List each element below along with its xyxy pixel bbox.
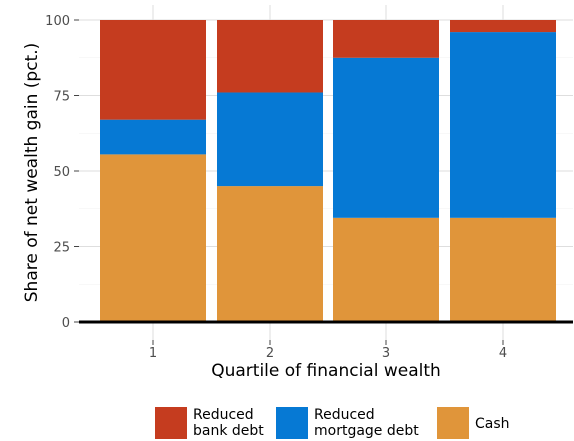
y-tick-label: 75 xyxy=(53,90,70,105)
bar-segment xyxy=(333,20,439,58)
y-tick-label: 50 xyxy=(53,165,70,180)
x-tick-label: 3 xyxy=(382,346,390,361)
bar-segment xyxy=(217,20,323,93)
legend-key xyxy=(276,407,308,439)
x-tick-label: 2 xyxy=(266,346,274,361)
y-tick-label: 100 xyxy=(45,14,70,29)
bar-segment xyxy=(450,20,556,33)
y-tick-label: 25 xyxy=(53,241,70,256)
legend-label: mortgage debt xyxy=(314,423,419,439)
bar-segment xyxy=(100,154,206,322)
bar-segment xyxy=(333,57,439,218)
y-tick-label: 0 xyxy=(62,316,70,331)
x-axis-title: Quartile of financial wealth xyxy=(211,361,441,381)
x-tick-label: 1 xyxy=(149,346,157,361)
bars xyxy=(100,20,556,322)
legend-key xyxy=(437,407,469,439)
legend-label: Cash xyxy=(475,416,510,432)
legend-label: Reduced xyxy=(193,407,254,423)
bar-segment xyxy=(450,217,556,322)
x-tick-label: 4 xyxy=(499,346,507,361)
legend-label: Reduced xyxy=(314,407,375,423)
bar-segment xyxy=(100,20,206,120)
y-axis-title: Share of net wealth gain (pct.) xyxy=(22,43,42,302)
y-axis-ticks: 0 25 50 75 100 xyxy=(45,14,79,331)
x-axis-ticks: 1 2 3 4 xyxy=(149,340,507,361)
legend-key xyxy=(155,407,187,439)
bar-segment xyxy=(217,186,323,322)
bar-segment xyxy=(450,32,556,218)
bar-segment xyxy=(333,217,439,322)
legend-label: bank debt xyxy=(193,423,264,439)
bar-segment xyxy=(100,119,206,155)
bar-segment xyxy=(217,92,323,187)
